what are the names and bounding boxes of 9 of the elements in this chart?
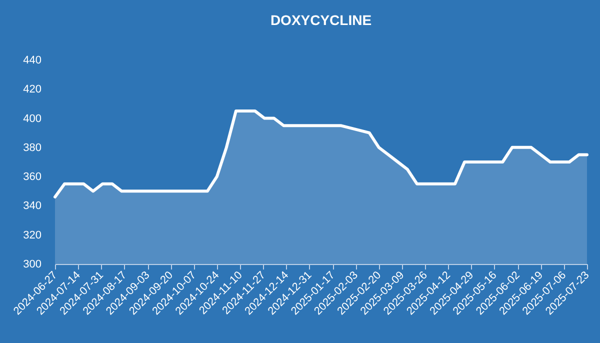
y-tick-label: 360 (23, 171, 42, 184)
y-tick-label: 300 (23, 258, 42, 270)
y-tick-label: 380 (23, 142, 42, 154)
y-tick-label: 320 (23, 229, 42, 242)
chart-title: DOXYCYCLINE (270, 12, 372, 28)
y-tick-label: 420 (23, 84, 42, 96)
y-tick-label: 340 (23, 200, 42, 212)
y-tick-label: 440 (23, 54, 42, 66)
y-tick-label: 400 (23, 112, 42, 125)
